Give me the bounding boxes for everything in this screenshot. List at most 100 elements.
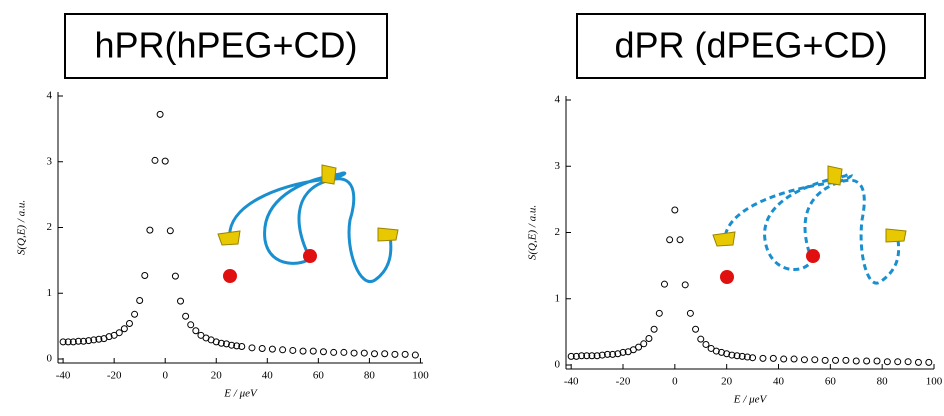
data-point (95, 335, 103, 343)
data-point (614, 350, 622, 358)
data-point (603, 350, 611, 358)
data-point (821, 356, 829, 364)
data-point (852, 357, 860, 365)
data-point (64, 338, 72, 346)
y-tick-label: 4 (555, 94, 561, 106)
data-point (660, 280, 668, 288)
y-tick-label: 2 (47, 221, 53, 233)
data-point (650, 325, 658, 333)
data-point (381, 350, 389, 358)
data-point (80, 337, 88, 345)
end-groups (223, 249, 317, 283)
x-tick-label: 20 (721, 376, 733, 388)
x-tick-label: 40 (773, 376, 785, 388)
data-point (268, 345, 276, 353)
x-tick-label: 40 (262, 370, 274, 382)
data-point (391, 350, 399, 358)
x-tick-label: 80 (877, 376, 889, 388)
data-point (743, 353, 751, 361)
y-tick-label: 0 (555, 359, 561, 371)
data-point (655, 309, 663, 317)
data-point (914, 358, 922, 366)
data-point (692, 325, 700, 333)
data-point (749, 354, 757, 362)
data-point (769, 354, 777, 362)
data-point (141, 271, 149, 279)
x-tick-label: -20 (107, 370, 122, 382)
y-tick-label: 1 (555, 292, 561, 304)
data-point (640, 340, 648, 348)
data-point (832, 356, 840, 364)
title-box (64, 13, 388, 79)
data-point (738, 352, 746, 360)
data-point (212, 338, 220, 346)
data-point (671, 206, 679, 214)
y-axis-label: S(Q,E) / a.u. (16, 200, 28, 255)
data-point (904, 358, 912, 366)
data-point (330, 348, 338, 356)
data-point (74, 337, 82, 345)
data-point (258, 344, 266, 352)
data-point (340, 348, 348, 356)
data-point (238, 343, 246, 351)
data-point (309, 347, 317, 355)
data-point (842, 356, 850, 364)
data-point (894, 358, 902, 366)
data-point (666, 236, 674, 244)
data-point (69, 338, 77, 346)
data-point (279, 346, 287, 354)
data-point (115, 329, 123, 337)
data-point (712, 347, 720, 355)
data-point (217, 339, 225, 347)
data-point (90, 336, 98, 344)
x-tick-label: 20 (211, 370, 223, 382)
data-point (578, 352, 586, 360)
y-tick-label: 2 (555, 226, 561, 238)
data-point (723, 350, 731, 358)
data-point (360, 349, 368, 357)
data-point (228, 341, 236, 349)
x-tick-label: 0 (672, 376, 678, 388)
data-point (156, 110, 164, 118)
data-point (619, 348, 627, 356)
x-tick-label: 100 (926, 376, 943, 388)
data-point (248, 344, 256, 352)
data-point (609, 350, 617, 358)
data-point (686, 309, 694, 317)
x-tick-label: 60 (825, 376, 837, 388)
data-point (790, 355, 798, 363)
x-tick-label: 80 (364, 370, 376, 382)
data-point (166, 227, 174, 235)
data-point (676, 236, 684, 244)
polymer-illustration (723, 172, 901, 285)
data-point (105, 333, 113, 341)
data-point (598, 351, 606, 359)
data-point (85, 337, 93, 345)
x-tick-label: 100 (412, 370, 429, 382)
x-tick-label: 0 (162, 370, 168, 382)
polymer-illustration (228, 171, 393, 284)
data-point (182, 312, 190, 320)
data-point (733, 352, 741, 360)
data-point (800, 356, 808, 364)
data-point (572, 352, 580, 360)
data-point (151, 156, 159, 164)
y-tick-label: 3 (47, 155, 53, 167)
chart-title: dPR (dPEG+CD) (614, 25, 887, 66)
y-axis-label: S(Q,E) / a.u. (527, 205, 539, 260)
data-point (811, 356, 819, 364)
chart-title: hPR(hPEG+CD) (94, 25, 357, 66)
y-tick-label: 1 (47, 287, 53, 299)
data-point (702, 340, 710, 348)
x-tick-label: -20 (616, 376, 631, 388)
title-box (576, 13, 926, 79)
y-tick-label: 0 (47, 353, 53, 365)
data-point (863, 357, 871, 365)
data-point (681, 281, 689, 289)
x-tick-label: -40 (564, 376, 579, 388)
x-tick-label: -40 (56, 370, 71, 382)
data-point (759, 354, 767, 362)
data-point (645, 335, 653, 342)
data-point (319, 348, 327, 356)
